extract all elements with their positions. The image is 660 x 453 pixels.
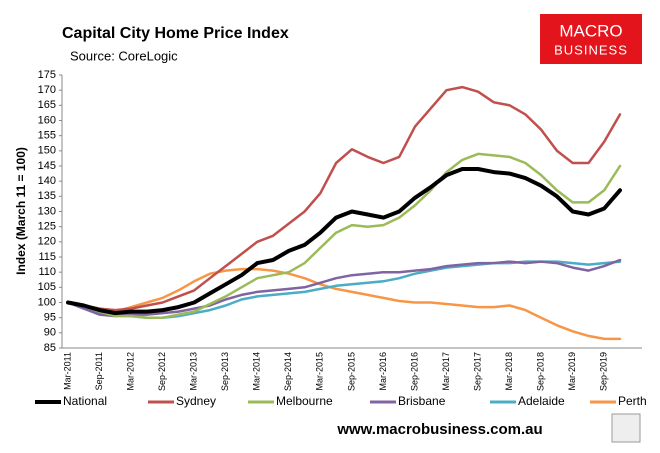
x-tick-label: Sep-2013 [220, 352, 230, 391]
x-tick-label: Sep-2011 [94, 352, 104, 390]
y-tick-label: 90 [44, 327, 56, 339]
y-tick-label: 145 [38, 160, 56, 172]
y-tick-label: 95 [44, 312, 56, 324]
chart-title: Capital City Home Price Index [62, 25, 289, 42]
y-axis-label: Index (March 11 = 100) [14, 147, 28, 275]
y-tick-label: 140 [38, 175, 56, 187]
y-tick-label: 160 [38, 114, 56, 126]
legend-label: Perth [618, 394, 647, 408]
chart-subtitle: Source: CoreLogic [70, 48, 178, 63]
x-tick-label: Sep-2012 [157, 352, 167, 391]
x-tick-label: Sep-2016 [409, 352, 419, 391]
series-line [66, 167, 622, 316]
series-line [66, 258, 622, 318]
legend-label: Sydney [176, 394, 216, 408]
x-tick-label: Mar-2016 [378, 352, 388, 391]
logo-text: MACRO [559, 21, 622, 40]
y-tick-label: 130 [38, 205, 56, 217]
x-tick-label: Sep-2017 [472, 352, 482, 391]
logo-text: BUSINESS [554, 42, 628, 57]
x-tick-label: Mar-2012 [125, 352, 135, 391]
y-tick-label: 105 [38, 281, 56, 293]
series-line [66, 85, 622, 312]
footer: www.macrobusiness.com.au [336, 421, 542, 438]
series-line [66, 152, 622, 319]
x-tick-label: Mar-2019 [567, 352, 577, 391]
x-tick-label: Sep-2019 [599, 352, 609, 391]
y-tick-label: 125 [38, 221, 56, 233]
x-tick-label: Mar-2013 [189, 352, 199, 391]
footer-icon [611, 413, 641, 443]
x-tick-label: Mar-2014 [252, 352, 262, 391]
y-tick-label: 170 [38, 84, 56, 96]
x-tick-label: Sep-2014 [283, 352, 293, 391]
x-tick-label: Sep-2018 [536, 352, 546, 391]
x-tick-label: Sep-2015 [346, 352, 356, 391]
y-tick-label: 115 [38, 251, 56, 263]
x-tick-label: Mar-2018 [504, 352, 514, 391]
x-tick-label: Mar-2015 [315, 352, 325, 391]
y-tick-label: 175 [38, 69, 56, 81]
y-tick-label: 85 [44, 342, 56, 354]
x-tick-label: Mar-2011 [62, 352, 72, 390]
x-tick-label: Mar-2017 [441, 352, 451, 391]
y-tick-label: 110 [38, 266, 56, 278]
logo-box [540, 14, 642, 64]
y-tick-label: 165 [38, 99, 56, 111]
legend-label: Brisbane [398, 394, 446, 408]
legend-label: National [63, 394, 107, 408]
y-tick-label: 150 [38, 145, 56, 157]
y-tick-label: 100 [38, 296, 56, 308]
series-line [66, 267, 622, 341]
y-tick-label: 135 [38, 190, 56, 202]
y-tick-label: 120 [38, 236, 56, 248]
legend-label: Melbourne [276, 394, 333, 408]
y-tick-label: 155 [38, 130, 56, 142]
legend-label: Adelaide [518, 394, 565, 408]
